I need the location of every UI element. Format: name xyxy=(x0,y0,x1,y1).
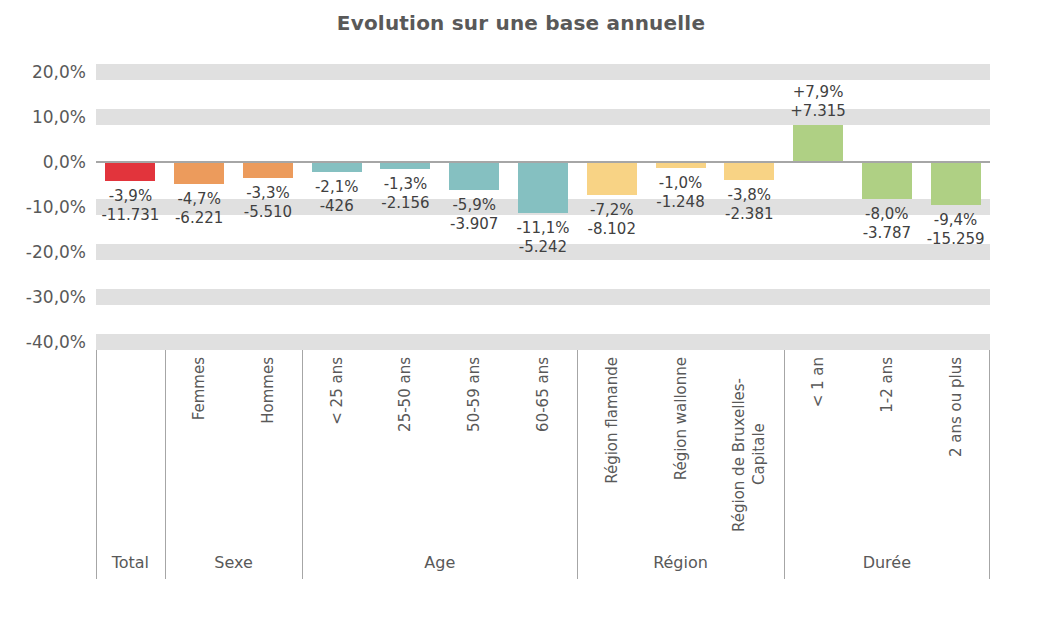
group-label: Total xyxy=(96,553,165,572)
bar-label: -3,8%-2.381 xyxy=(693,186,805,224)
category-label-cell: 25-50 ans xyxy=(371,357,440,562)
category-label: Région flamande xyxy=(602,357,622,484)
y-axis: 20,0%10,0%0,0%-10,0%-20,0%-30,0%-40,0% xyxy=(0,64,86,350)
group-divider xyxy=(302,350,303,579)
category-label-cell: Région de Bruxelles-Capitale xyxy=(715,357,784,562)
category-label-cell: Région flamande xyxy=(577,357,646,562)
group-label: Age xyxy=(302,553,577,572)
y-tick-label: 0,0% xyxy=(43,152,86,172)
category-label: Région de Bruxelles-Capitale xyxy=(729,357,769,552)
bar xyxy=(312,163,362,172)
category-label-cell: 1-2 ans xyxy=(852,357,921,562)
bar-pct-label: -1,3% xyxy=(349,175,461,194)
bar xyxy=(449,163,499,190)
group-label: Région xyxy=(577,553,783,572)
category-label-cell: Femmes xyxy=(165,357,234,562)
y-tick-label: 10,0% xyxy=(32,107,86,127)
chart-page: { "title": "Evolution sur une base annue… xyxy=(0,0,1042,641)
category-label: Région wallonne xyxy=(671,357,691,480)
y-tick-label: -20,0% xyxy=(26,242,86,262)
category-label: < 25 ans xyxy=(327,357,347,425)
category-label: < 1 an xyxy=(808,357,828,407)
bar-label: +7,9%+7.315 xyxy=(762,83,874,121)
bar-pct-label: +7,9% xyxy=(762,83,874,102)
bar-value-label: +7.315 xyxy=(762,102,874,121)
bar-pct-label: -9,4% xyxy=(900,211,1012,230)
bar xyxy=(793,125,843,161)
category-label-cell: 60-65 ans xyxy=(509,357,578,562)
bar xyxy=(105,163,155,181)
group-label: Sexe xyxy=(165,553,303,572)
group-label: Durée xyxy=(784,553,990,572)
category-label-cell: 2 ans ou plus xyxy=(921,357,990,562)
category-label: 2 ans ou plus xyxy=(946,357,966,457)
group-divider xyxy=(577,350,578,579)
y-tick-label: -30,0% xyxy=(26,287,86,307)
gridline-band xyxy=(96,334,990,350)
plot-area: -3,9%-11.731-4,7%-6.221-3,3%-5.510-2,1%-… xyxy=(96,64,990,350)
bar xyxy=(931,163,981,205)
bar-value-label: -5.242 xyxy=(487,238,599,257)
category-label-cell: Hommes xyxy=(234,357,303,562)
category-label: 1-2 ans xyxy=(877,357,897,413)
group-divider xyxy=(96,350,97,579)
bar-value-label: -2.381 xyxy=(693,205,805,224)
bar xyxy=(380,163,430,169)
category-label: 25-50 ans xyxy=(395,357,415,432)
category-label-cell: Région wallonne xyxy=(646,357,715,562)
bar xyxy=(862,163,912,199)
group-divider xyxy=(165,350,166,579)
bar-value-label: -8.102 xyxy=(556,220,668,239)
bar-value-label: -15.259 xyxy=(900,230,1012,249)
category-label-cell: 50-59 ans xyxy=(440,357,509,562)
chart-title: Evolution sur une base annuelle xyxy=(0,11,1042,35)
y-tick-label: -40,0% xyxy=(26,332,86,352)
category-label: 60-65 ans xyxy=(533,357,553,432)
category-label: Hommes xyxy=(258,357,278,424)
gridline-band xyxy=(96,64,990,80)
bar-label: -9,4%-15.259 xyxy=(900,211,1012,249)
bar xyxy=(243,163,293,178)
bar-pct-label: -5,9% xyxy=(418,196,530,215)
group-divider xyxy=(784,350,785,579)
category-label: 50-59 ans xyxy=(464,357,484,432)
group-divider xyxy=(989,350,990,579)
category-axis: Femmes Hommes < 25 ans 25-50 ans 50-59 ans 60… xyxy=(96,350,990,579)
category-label: Femmes xyxy=(189,357,209,420)
y-tick-label: 20,0% xyxy=(32,62,86,82)
bar xyxy=(656,163,706,168)
gridline-band xyxy=(96,289,990,305)
group-axis: TotalSexeAgeRégionDurée xyxy=(96,553,990,575)
bar-pct-label: -3,8% xyxy=(693,186,805,205)
bar xyxy=(174,163,224,184)
category-label-cell: < 25 ans xyxy=(302,357,371,562)
category-label-cell: < 1 an xyxy=(784,357,853,562)
bar xyxy=(724,163,774,180)
